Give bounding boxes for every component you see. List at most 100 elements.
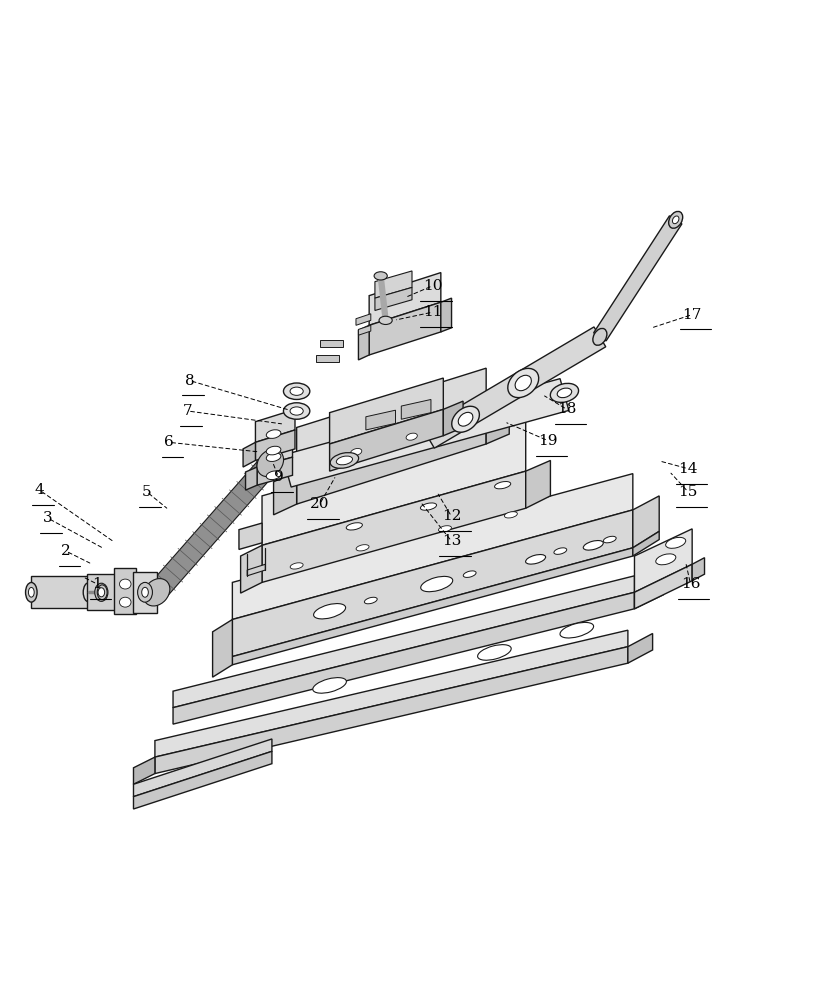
Text: 19: 19 — [538, 434, 558, 448]
Polygon shape — [232, 510, 633, 657]
Polygon shape — [262, 471, 526, 582]
Ellipse shape — [526, 555, 545, 564]
Polygon shape — [114, 568, 136, 614]
Polygon shape — [148, 456, 279, 599]
Ellipse shape — [142, 587, 148, 597]
Ellipse shape — [290, 387, 303, 395]
Polygon shape — [358, 325, 371, 335]
Ellipse shape — [290, 563, 303, 569]
Ellipse shape — [95, 583, 108, 601]
Polygon shape — [634, 529, 692, 592]
Ellipse shape — [98, 588, 105, 597]
Ellipse shape — [26, 582, 37, 602]
Ellipse shape — [421, 576, 452, 592]
Polygon shape — [633, 496, 659, 548]
Ellipse shape — [266, 430, 281, 438]
Polygon shape — [356, 314, 371, 325]
Polygon shape — [443, 401, 463, 436]
Ellipse shape — [266, 446, 281, 455]
Ellipse shape — [672, 216, 679, 224]
Ellipse shape — [557, 388, 572, 398]
Polygon shape — [634, 578, 663, 609]
Ellipse shape — [283, 383, 310, 399]
Polygon shape — [330, 409, 443, 471]
Ellipse shape — [336, 456, 353, 465]
Ellipse shape — [290, 407, 303, 415]
Ellipse shape — [28, 587, 34, 597]
Polygon shape — [369, 302, 441, 355]
Polygon shape — [628, 633, 653, 663]
Polygon shape — [401, 399, 431, 419]
Ellipse shape — [266, 453, 281, 461]
Ellipse shape — [97, 585, 107, 600]
Text: 2: 2 — [61, 544, 71, 558]
Ellipse shape — [406, 433, 417, 440]
Polygon shape — [486, 401, 509, 444]
Text: 18: 18 — [557, 402, 577, 416]
Ellipse shape — [583, 541, 603, 550]
Ellipse shape — [668, 211, 683, 228]
Polygon shape — [375, 287, 412, 310]
Polygon shape — [257, 438, 293, 467]
Polygon shape — [173, 576, 634, 708]
Polygon shape — [634, 564, 692, 609]
Ellipse shape — [314, 604, 345, 619]
Polygon shape — [232, 548, 633, 665]
Polygon shape — [297, 411, 486, 504]
Polygon shape — [358, 325, 369, 360]
Ellipse shape — [656, 554, 676, 565]
Ellipse shape — [330, 453, 358, 468]
Ellipse shape — [364, 597, 377, 604]
Ellipse shape — [554, 548, 567, 554]
Text: 6: 6 — [164, 435, 174, 449]
Polygon shape — [316, 355, 339, 362]
Polygon shape — [133, 751, 272, 809]
Text: 10: 10 — [423, 279, 442, 293]
Text: 17: 17 — [682, 308, 702, 322]
Polygon shape — [526, 460, 550, 508]
Polygon shape — [366, 410, 396, 430]
Ellipse shape — [452, 406, 480, 432]
Polygon shape — [692, 558, 705, 581]
Text: 16: 16 — [681, 577, 700, 591]
Polygon shape — [31, 576, 89, 608]
Polygon shape — [297, 368, 486, 471]
Polygon shape — [257, 457, 293, 485]
Polygon shape — [155, 647, 628, 774]
Text: 7: 7 — [183, 404, 193, 418]
Text: 14: 14 — [678, 462, 698, 476]
Polygon shape — [239, 523, 262, 549]
Polygon shape — [262, 422, 526, 545]
Ellipse shape — [356, 545, 369, 551]
Polygon shape — [593, 216, 682, 341]
Polygon shape — [247, 564, 265, 576]
Polygon shape — [241, 545, 262, 593]
Polygon shape — [375, 271, 412, 298]
Polygon shape — [255, 430, 295, 460]
Polygon shape — [243, 442, 255, 467]
Text: 5: 5 — [142, 485, 152, 499]
Ellipse shape — [666, 537, 686, 548]
Ellipse shape — [550, 383, 578, 402]
Ellipse shape — [494, 482, 511, 489]
Ellipse shape — [143, 579, 170, 606]
Polygon shape — [246, 467, 257, 490]
Text: 12: 12 — [442, 509, 461, 523]
Ellipse shape — [603, 536, 616, 543]
Ellipse shape — [560, 622, 593, 638]
Polygon shape — [232, 474, 633, 619]
Polygon shape — [423, 327, 606, 448]
Polygon shape — [173, 592, 634, 724]
Ellipse shape — [504, 512, 517, 518]
Ellipse shape — [379, 316, 392, 324]
Ellipse shape — [463, 571, 476, 577]
Ellipse shape — [346, 523, 363, 530]
Ellipse shape — [420, 503, 437, 510]
Polygon shape — [633, 531, 659, 556]
Text: 11: 11 — [423, 305, 442, 319]
Polygon shape — [441, 298, 452, 332]
Ellipse shape — [458, 412, 473, 426]
Text: 3: 3 — [43, 511, 53, 525]
Ellipse shape — [592, 328, 607, 345]
Polygon shape — [330, 378, 443, 444]
